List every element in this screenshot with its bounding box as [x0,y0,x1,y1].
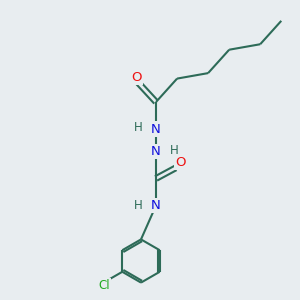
Text: N: N [151,199,161,212]
Text: H: H [134,199,142,212]
Text: O: O [131,70,142,84]
Text: N: N [151,145,161,158]
Text: Cl: Cl [98,279,110,292]
Text: H: H [134,121,142,134]
Text: H: H [169,143,178,157]
Text: O: O [175,156,185,170]
Text: N: N [151,122,161,136]
